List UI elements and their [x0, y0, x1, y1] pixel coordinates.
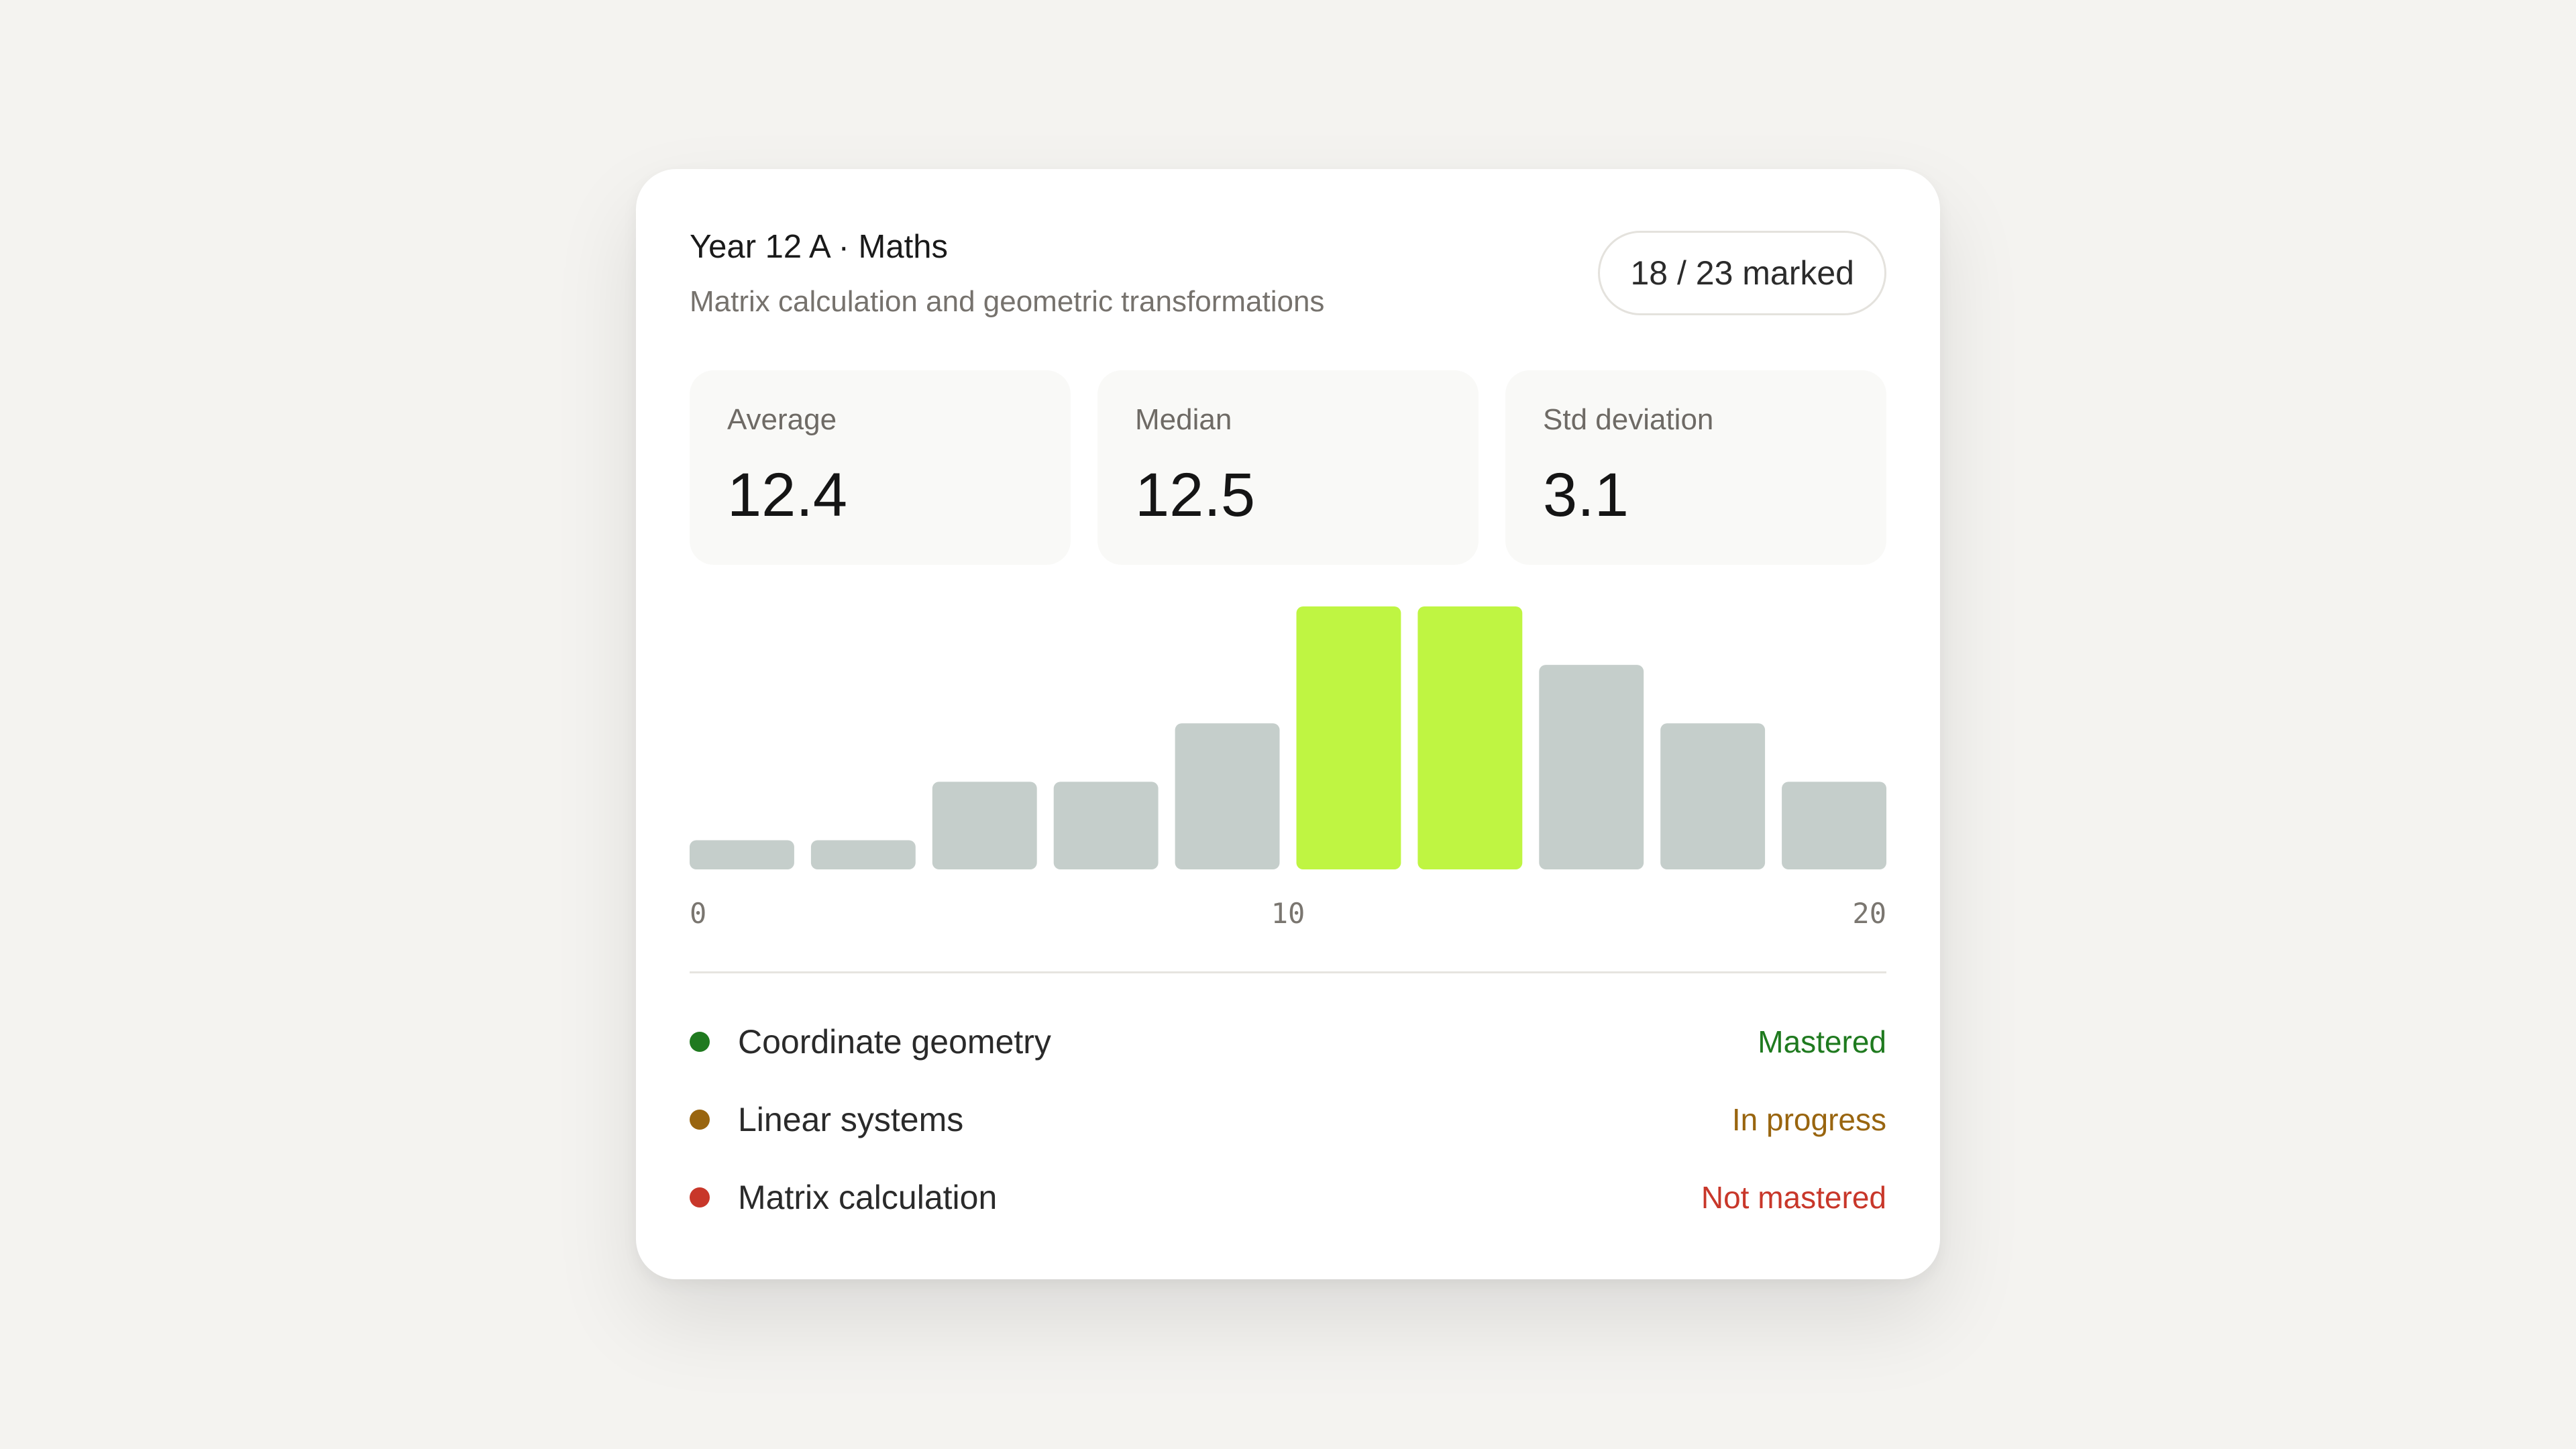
status-dot-icon	[690, 1032, 710, 1052]
stat-value: 3.1	[1543, 461, 1629, 529]
topic-row[interactable]: Matrix calculation Not mastered	[690, 1169, 1886, 1246]
status-dot-icon	[690, 1187, 710, 1208]
class-subtitle: Matrix calculation and geometric transfo…	[690, 285, 1325, 318]
stats-row: Average 12.4 Median 12.5 Std deviation 3…	[690, 370, 1886, 565]
stat-value: 12.5	[1135, 461, 1256, 529]
topic-row[interactable]: Linear systems In progress	[690, 1091, 1886, 1169]
marked-count-badge[interactable]: 18 / 23 marked	[1598, 231, 1886, 315]
topic-status: Mastered	[1758, 1024, 1886, 1059]
stat-median: Median 12.5	[1097, 370, 1479, 565]
x-tick-label: 10	[1271, 897, 1305, 930]
histogram-svg: 0 10 20	[690, 606, 1886, 930]
histogram-bar[interactable]	[1782, 782, 1886, 869]
histogram-bar[interactable]	[1660, 723, 1766, 869]
stat-label: Average	[727, 403, 837, 436]
score-histogram: 0 10 20	[690, 606, 1886, 1040]
divider	[690, 971, 1886, 973]
stat-std-deviation: Std deviation 3.1	[1505, 370, 1886, 565]
topic-status: Not mastered	[1701, 1180, 1886, 1215]
topic-row[interactable]: Coordinate geometry Mastered	[690, 1013, 1886, 1091]
stat-value: 12.4	[727, 461, 848, 529]
histogram-bar[interactable]	[1175, 723, 1280, 869]
x-tick-label: 0	[690, 897, 706, 930]
status-dot-icon	[690, 1110, 710, 1130]
histogram-bar-highlighted[interactable]	[1417, 606, 1523, 869]
x-tick-label: 20	[1852, 897, 1886, 930]
histogram-bar[interactable]	[1053, 782, 1159, 869]
stat-label: Median	[1135, 403, 1232, 436]
class-summary-card: Year 12 A · Maths Matrix calculation and…	[636, 169, 1940, 1279]
histogram-bar[interactable]	[932, 782, 1037, 869]
histogram-bar[interactable]	[690, 840, 794, 869]
topic-name: Coordinate geometry	[738, 1023, 1051, 1061]
class-title: Year 12 A · Maths	[690, 229, 948, 265]
stat-label: Std deviation	[1543, 403, 1714, 436]
topic-status: In progress	[1731, 1102, 1886, 1137]
stat-average: Average 12.4	[690, 370, 1071, 565]
histogram-bar-highlighted[interactable]	[1296, 606, 1401, 869]
topic-list: Coordinate geometry Mastered Linear syst…	[690, 1013, 1886, 1246]
topic-name: Linear systems	[738, 1101, 964, 1138]
histogram-bar[interactable]	[810, 840, 916, 869]
topic-name: Matrix calculation	[738, 1179, 998, 1216]
histogram-bar[interactable]	[1539, 665, 1644, 869]
